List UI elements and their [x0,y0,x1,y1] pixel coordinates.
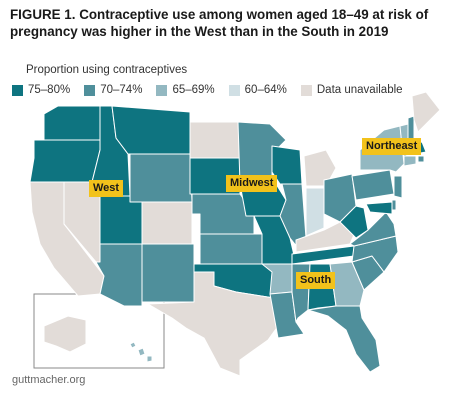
state-co [141,201,193,245]
region-label-west: West [89,180,124,197]
state-nj [393,175,403,199]
state-ks [199,233,263,265]
legend-label-75-80: 75–80% [28,84,71,96]
state-mi [303,149,337,187]
state-nd [189,121,241,159]
state-il [279,183,307,249]
legend-label-unavailable: Data unavailable [316,84,403,96]
legend-label-70-74: 70–74% [100,84,143,96]
state-md [365,201,393,215]
legend-item-70-74: 70–74% [84,84,142,96]
state-wy [129,153,193,203]
state-ut [99,195,143,245]
state-de [391,199,397,211]
legend-swatch-75-80 [12,84,23,96]
legend-swatch-unavailable [300,84,312,96]
state-ga [329,261,365,307]
region-label-northeast: Northeast [362,138,422,155]
legend-swatch-70-74 [84,84,96,96]
state-hi [129,341,153,363]
legend-item-75-80: 75–80% [12,84,70,96]
legend-label-60-64: 60–64% [244,84,287,96]
source-credit: guttmacher.org [12,374,86,386]
state-tx [147,271,279,377]
region-label-midwest: Midwest [226,175,278,192]
state-wv [339,205,369,239]
state-ct [403,155,417,167]
state-fl [307,305,381,373]
state-pa [351,169,395,201]
legend-item-65-69: 65–69% [156,84,215,96]
legend-item-60-64: 60–64% [228,84,287,96]
legend-heading: Proportion using contraceptives [26,64,188,76]
region-label-south: South [296,272,336,289]
figure-title: FIGURE 1. Contraceptive use among women … [10,7,429,39]
legend: 75–80% 70–74% 65–69% 60–64% Data unavail… [12,84,417,96]
state-ak [43,315,87,353]
state-ri [417,155,425,163]
legend-swatch-60-64 [228,84,240,96]
legend-item-unavailable: Data unavailable [300,84,403,96]
state-az [95,243,143,307]
legend-label-65-69: 65–69% [172,84,215,96]
state-me [411,91,441,133]
legend-swatch-65-69 [156,84,168,96]
state-nm [141,243,195,303]
state-or [29,139,101,183]
state-in [305,187,325,237]
state-wa [43,105,101,141]
state-mt [111,105,191,155]
